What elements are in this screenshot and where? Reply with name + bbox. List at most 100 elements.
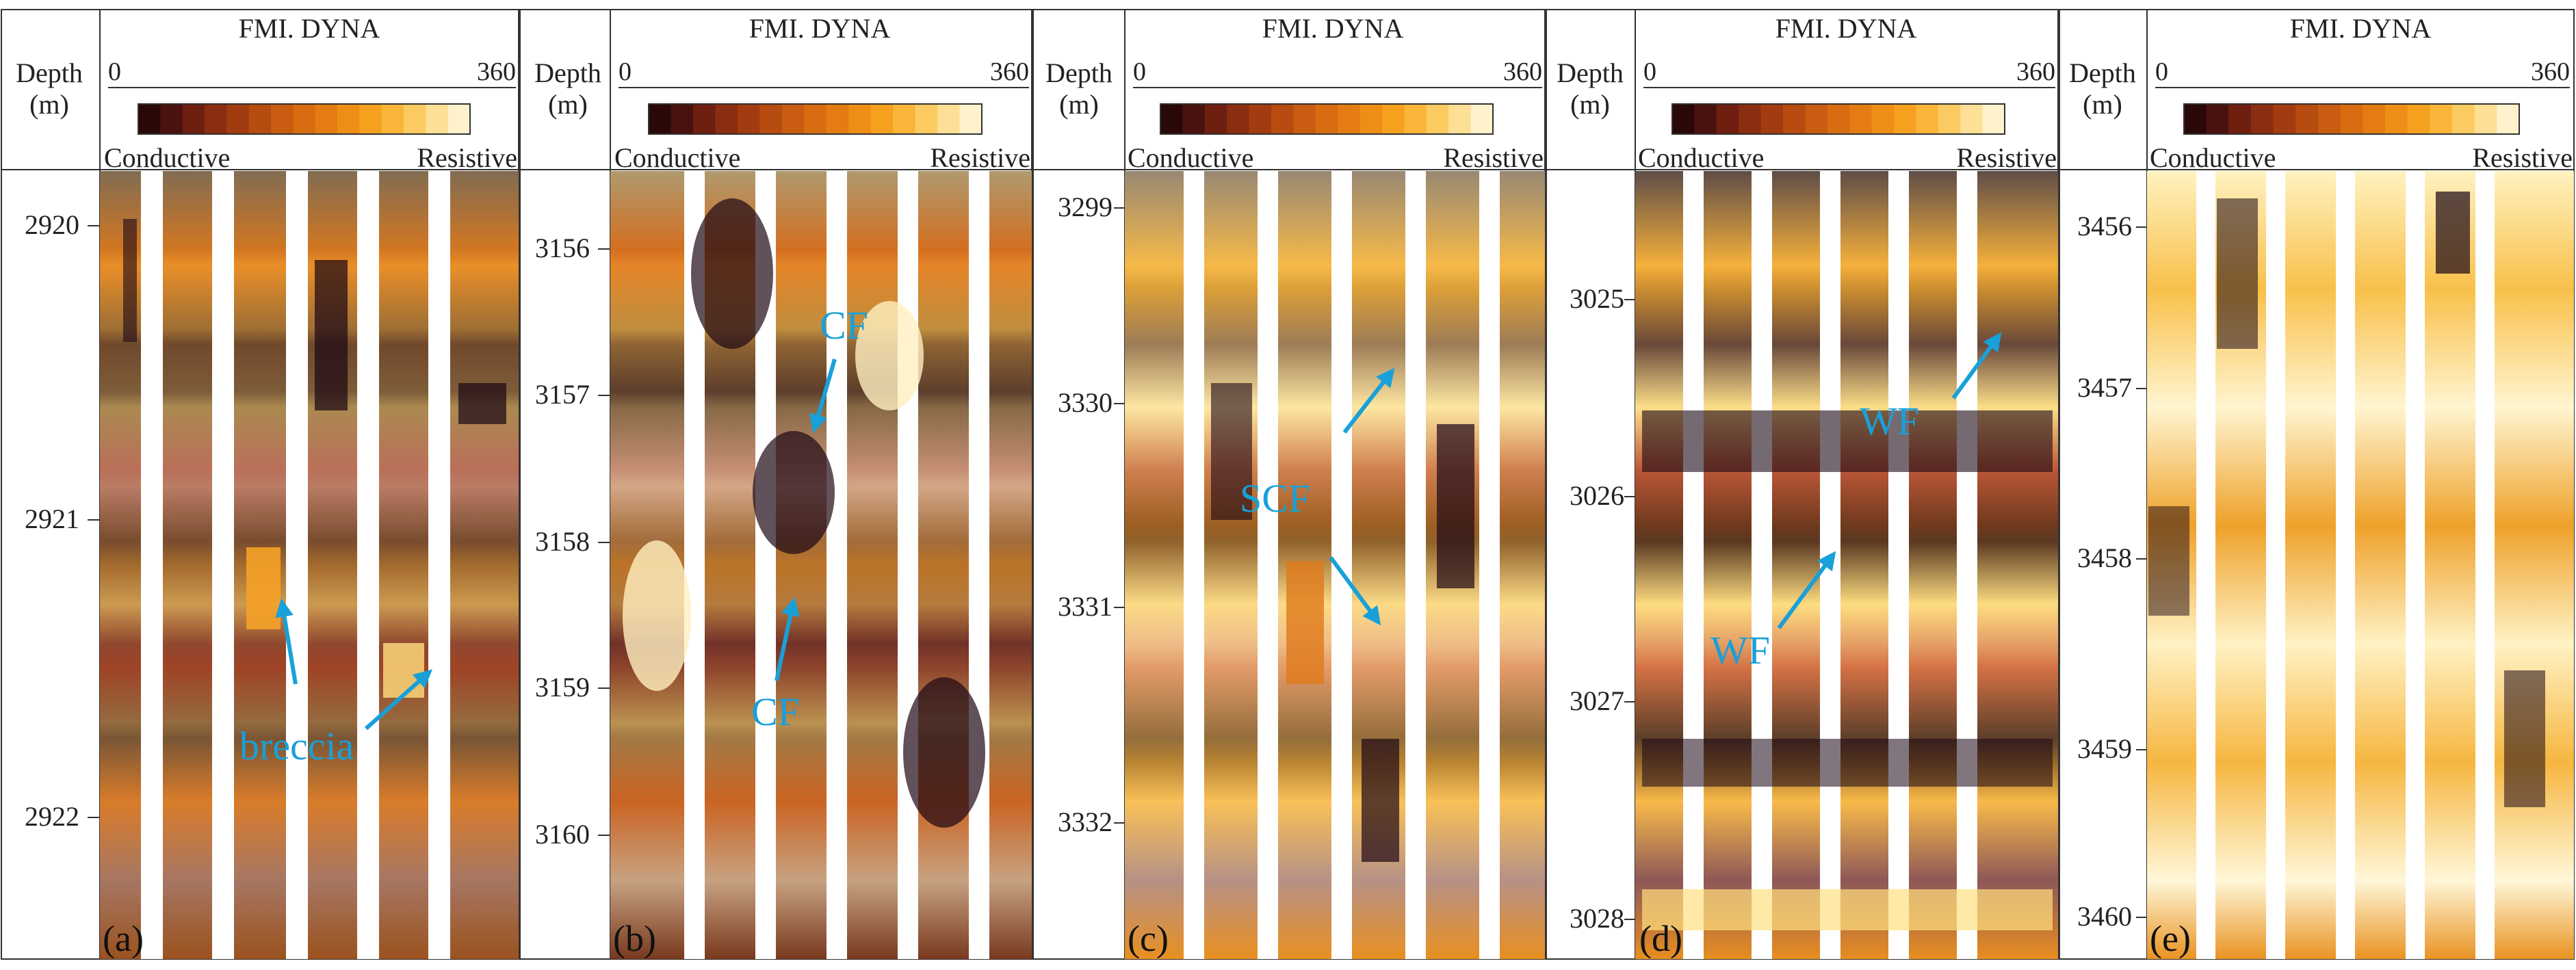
- colorbar-swatch: [447, 104, 471, 134]
- annotation-label: breccia: [239, 724, 354, 768]
- colorbar-swatch: [1739, 104, 1762, 134]
- image-area: [610, 171, 1032, 959]
- colorbar-border: [648, 103, 983, 135]
- track-title: FMI. DYNA: [1262, 13, 1404, 44]
- colorbar-border: [1671, 103, 2005, 135]
- depth-tick-label: 3028: [1570, 903, 1624, 934]
- conductive-label: Conductive: [1128, 142, 1253, 173]
- colorbar-swatch: [671, 104, 694, 134]
- colorbar-swatch: [1448, 104, 1472, 134]
- depth-tick-label: 3299: [1058, 192, 1113, 222]
- depth-tick-label: 2920: [25, 209, 79, 240]
- colorbar-swatch: [2206, 104, 2229, 134]
- depth-tick-label: 3027: [1570, 685, 1624, 716]
- colorbar-swatch: [359, 104, 382, 134]
- image-area: [100, 171, 519, 959]
- colorbar-swatch: [1315, 104, 1338, 134]
- colorbar-swatch: [959, 104, 983, 134]
- annotation-label: CF: [751, 690, 800, 734]
- colorbar-swatch: [2318, 104, 2341, 134]
- colorbar-swatch: [1916, 104, 1939, 134]
- depth-tick-label: 3330: [1058, 387, 1113, 418]
- annotation-arrow: [1951, 332, 2002, 399]
- panel-letter: (b): [613, 918, 656, 959]
- colorbar-swatch: [937, 104, 961, 134]
- colorbar: [2183, 103, 2520, 135]
- colorbar-swatch: [337, 104, 360, 134]
- colorbar-swatch: [2452, 104, 2475, 134]
- track-title: FMI. DYNA: [749, 13, 891, 44]
- colorbar-swatch: [2363, 104, 2386, 134]
- annotation-label: WF: [1860, 399, 1919, 443]
- panel-b: FMI. DYNA 0 360 Conductive Resistive Dep…: [519, 9, 1032, 960]
- colorbar-swatch: [2184, 104, 2207, 134]
- colorbar-swatch: [381, 104, 404, 134]
- depth-tick-label: 3026: [1570, 480, 1624, 511]
- colorbar-swatch: [404, 104, 426, 134]
- depth-tick-label: 3332: [1058, 807, 1113, 837]
- colorbar: [138, 103, 471, 135]
- annotation-arrow: [1329, 556, 1381, 626]
- scale-min-label: 0: [2155, 57, 2168, 86]
- colorbar-swatch: [1160, 104, 1183, 134]
- colorbar-swatch: [1938, 104, 1961, 134]
- depth-tick-label: 3025: [1570, 283, 1624, 314]
- depth-tick-label: 3459: [2077, 733, 2132, 764]
- colorbar-swatch: [2430, 104, 2453, 134]
- depth-unit: (m): [1570, 89, 1610, 120]
- colorbar-swatch: [781, 104, 805, 134]
- conductive-label: Conductive: [1638, 142, 1764, 173]
- colorbar-swatch: [692, 104, 716, 134]
- annotation-arrow: [275, 598, 298, 685]
- colorbar-swatch: [649, 104, 671, 134]
- colorbar-swatch: [248, 104, 272, 134]
- colorbar-swatch: [2273, 104, 2296, 134]
- annotation-label: WF: [1710, 628, 1770, 672]
- scale-min-label: 0: [1133, 57, 1146, 86]
- depth-tick-label: 3156: [535, 233, 590, 263]
- panel-a: FMI. DYNA 0 360 Conductive Resistive Dep…: [1, 9, 519, 960]
- colorbar: [648, 103, 983, 135]
- colorbar-swatch: [826, 104, 849, 134]
- resistive-label: Resistive: [2472, 142, 2573, 173]
- colorbar-swatch: [715, 104, 738, 134]
- colorbar-swatch: [804, 104, 827, 134]
- track-title: FMI. DYNA: [2290, 13, 2432, 44]
- colorbar-swatch: [915, 104, 938, 134]
- depth-unit: (m): [548, 89, 588, 120]
- colorbar-swatch: [2228, 104, 2252, 134]
- scale-max-label: 360: [990, 57, 1029, 86]
- depth-tick-label: 2921: [25, 503, 79, 534]
- annotation-arrow: [809, 358, 837, 434]
- resistive-label: Resistive: [930, 142, 1030, 173]
- colorbar-swatch: [737, 104, 760, 134]
- colorbar-swatch: [1871, 104, 1895, 134]
- colorbar-swatch: [1894, 104, 1916, 134]
- colorbar-swatch: [870, 104, 894, 134]
- colorbar-swatch: [1783, 104, 1806, 134]
- resistive-label: Resistive: [1956, 142, 2057, 173]
- colorbar-swatch: [1760, 104, 1784, 134]
- colorbar-border: [138, 103, 471, 135]
- annotation-arrow: [1342, 367, 1395, 434]
- colorbar-swatch: [2497, 104, 2520, 134]
- depth-tick-label: 3331: [1058, 591, 1113, 622]
- track-title: FMI. DYNA: [1775, 13, 1917, 44]
- conductive-label: Conductive: [614, 142, 740, 173]
- colorbar-swatch: [1293, 104, 1316, 134]
- colorbar-swatch: [1338, 104, 1361, 134]
- colorbar-swatch: [1960, 104, 1983, 134]
- panel-letter: (e): [2150, 918, 2191, 959]
- depth-tick-label: 2922: [25, 801, 79, 832]
- depth-tick-label: 3460: [2077, 901, 2132, 932]
- colorbar-swatch: [1470, 104, 1494, 134]
- depth-tick-label: 3157: [535, 379, 590, 410]
- colorbar-swatch: [1827, 104, 1850, 134]
- colorbar-swatch: [2385, 104, 2408, 134]
- depth-tick-label: 3457: [2077, 372, 2132, 403]
- depth-label: Depth: [1045, 57, 1113, 88]
- depth-label: Depth: [16, 57, 83, 88]
- colorbar-swatch: [1382, 104, 1405, 134]
- colorbar-swatch: [226, 104, 250, 134]
- scale-min-label: 0: [619, 57, 632, 86]
